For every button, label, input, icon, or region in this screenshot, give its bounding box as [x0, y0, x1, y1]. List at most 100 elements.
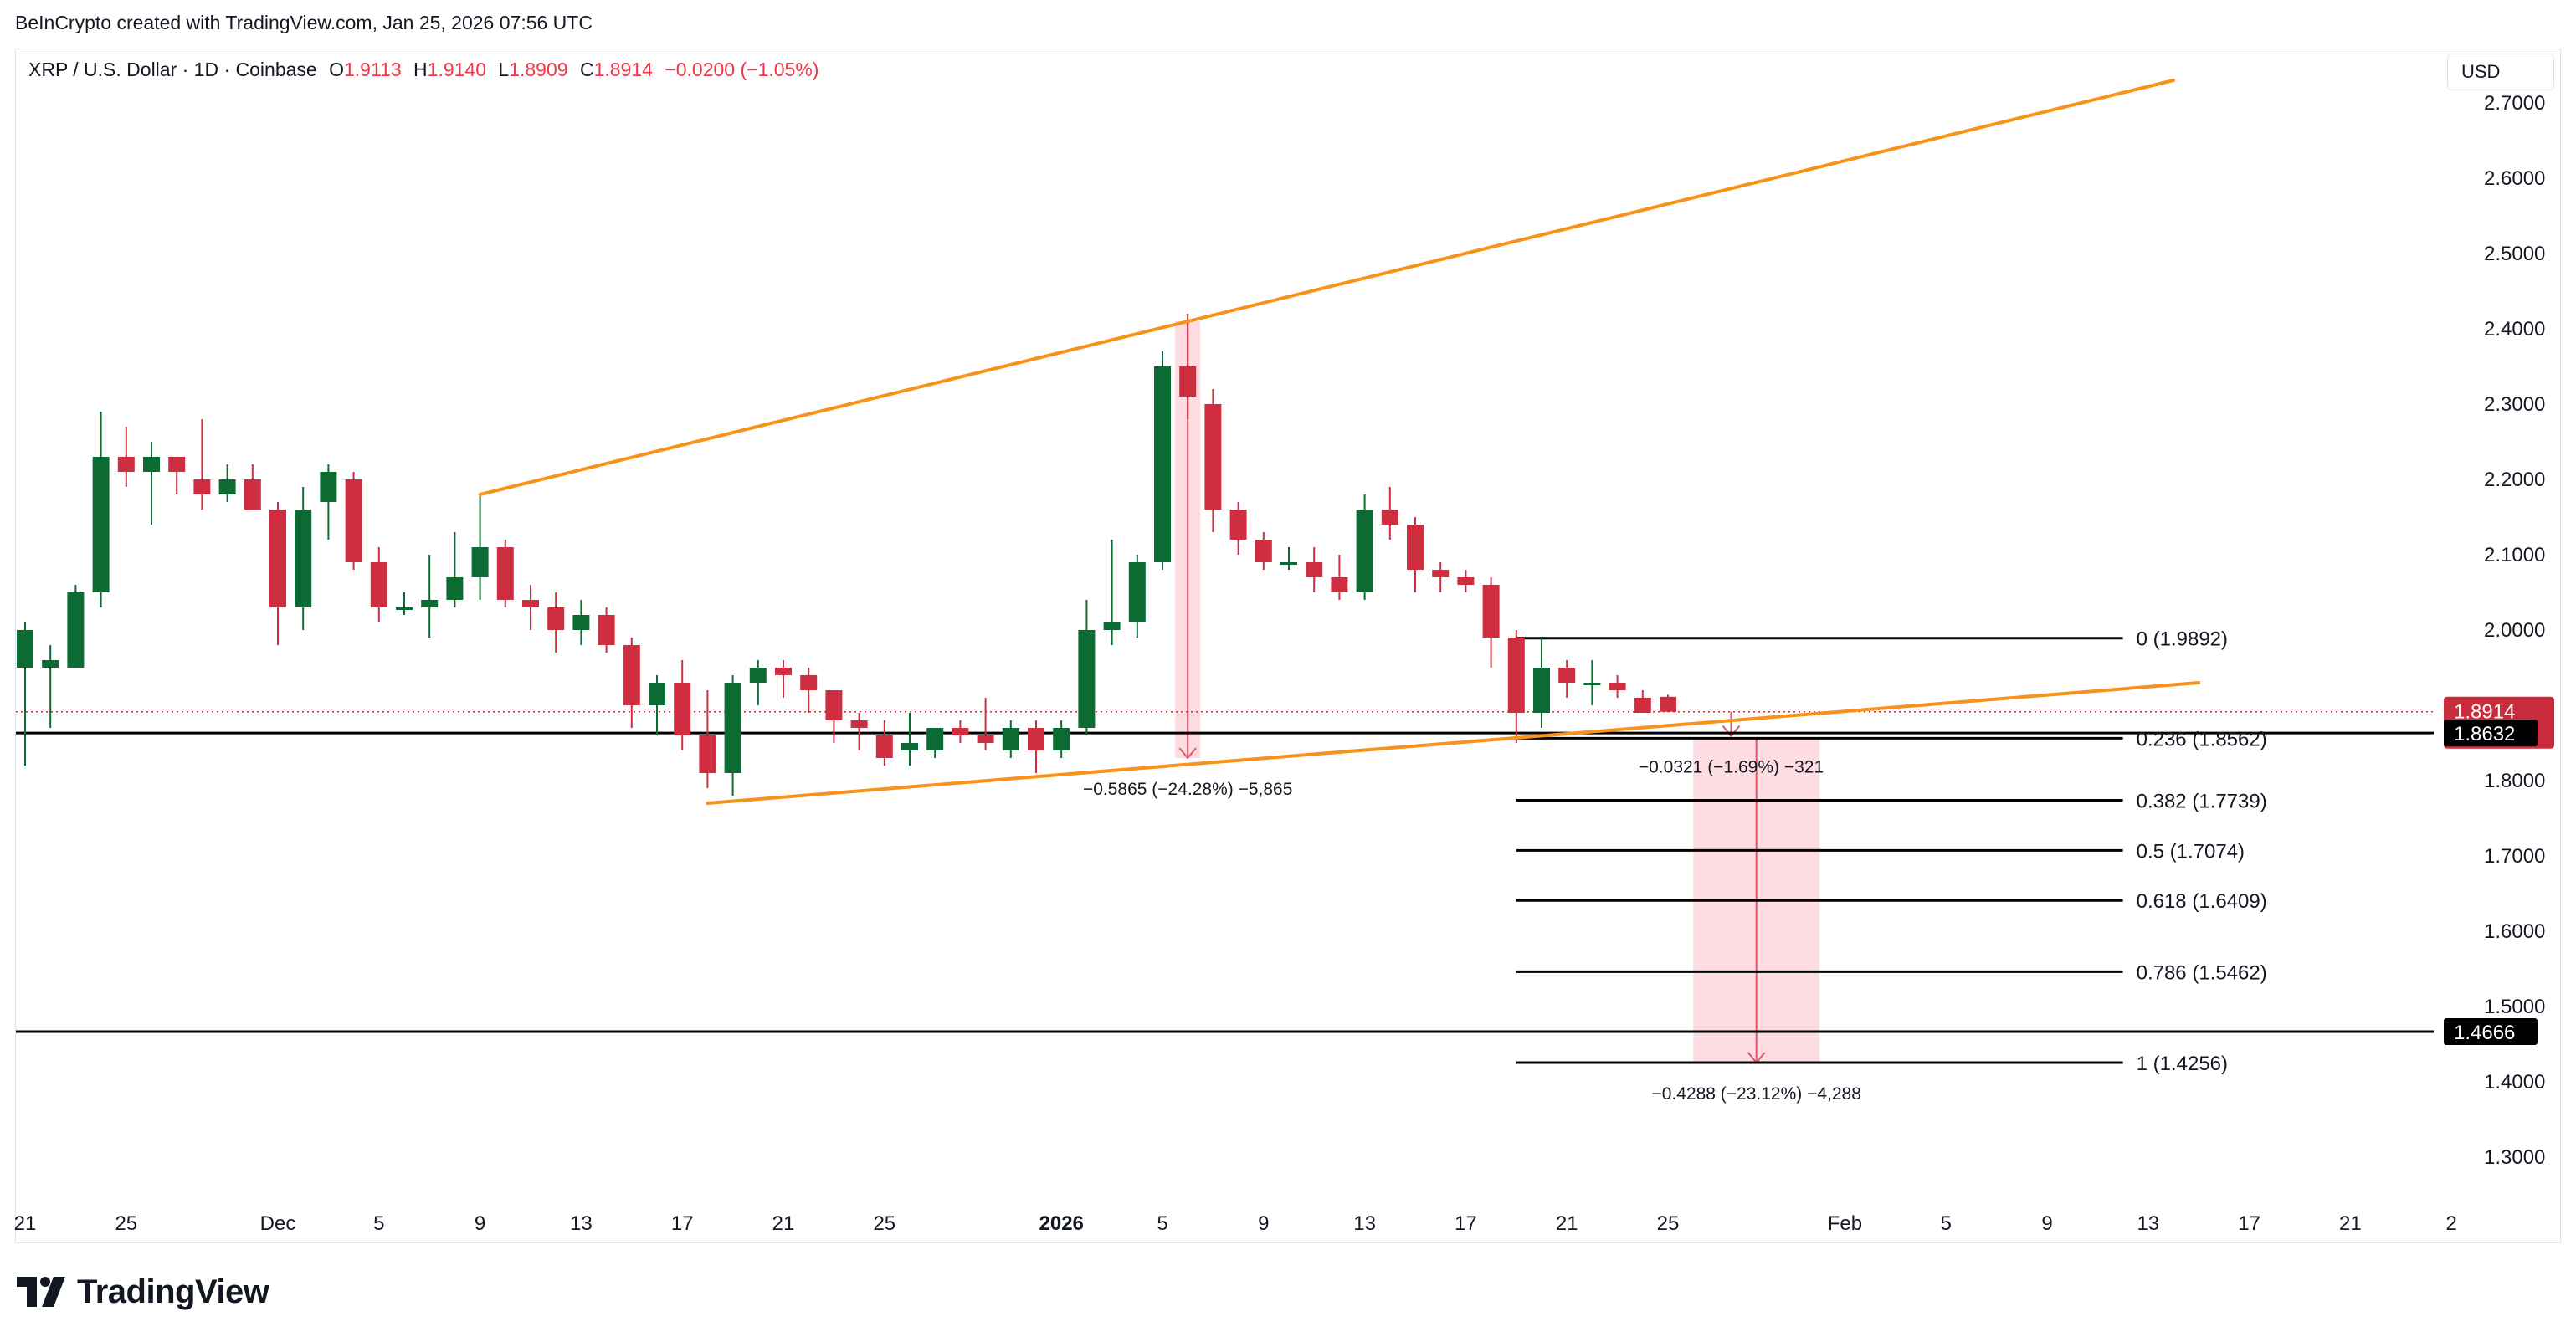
- legend-close: C1.8914: [579, 59, 653, 80]
- candle-body: [42, 660, 59, 668]
- tradingview-logo[interactable]: TradingView: [17, 1272, 269, 1312]
- candle: [1053, 720, 1070, 758]
- candle: [547, 592, 565, 653]
- candle-body: [295, 510, 312, 607]
- candle-body: [1533, 668, 1550, 713]
- candle-body: [875, 735, 893, 758]
- candle-body: [168, 457, 186, 472]
- candle: [952, 720, 969, 743]
- y-axis-tick: 2.1000: [2484, 544, 2545, 566]
- candle: [496, 540, 514, 607]
- candle-body: [623, 645, 640, 705]
- candle-body: [67, 592, 85, 668]
- candle-body: [1356, 510, 1373, 592]
- candle: [446, 532, 464, 607]
- candle: [295, 487, 312, 630]
- candle: [598, 607, 615, 653]
- legend-change: −0.0200 (−1.05%): [665, 59, 819, 80]
- legend-open: O1.9113: [329, 59, 402, 80]
- fib-level-label: 0.236 (1.8562): [2137, 728, 2267, 750]
- fib-level-label: 1 (1.4256): [2137, 1053, 2228, 1075]
- candle: [168, 457, 186, 494]
- candle-body: [926, 728, 944, 750]
- candle-body: [572, 615, 590, 630]
- x-axis-tick: 21: [2339, 1212, 2362, 1235]
- candle-body: [1204, 404, 1222, 510]
- candle: [269, 502, 286, 645]
- trendline-upper: [478, 79, 2175, 496]
- candle: [572, 600, 590, 645]
- candle-body: [749, 668, 767, 683]
- candle-body: [1381, 510, 1398, 525]
- measure-label: −0.5865 (−24.28%) −5,865: [1083, 780, 1292, 799]
- x-axis-tick: 5: [1941, 1212, 1952, 1235]
- x-axis-tick: 9: [1258, 1212, 1269, 1235]
- y-axis-tick: 1.7000: [2484, 845, 2545, 868]
- candle: [1533, 638, 1550, 728]
- candle-body: [1179, 366, 1197, 397]
- tradingview-logo-icon: [17, 1277, 65, 1307]
- candle-body: [496, 547, 514, 600]
- candle-body: [1331, 577, 1348, 592]
- candle: [1583, 660, 1601, 705]
- candle: [92, 412, 110, 607]
- candle-body: [92, 457, 110, 592]
- candle-body: [218, 479, 236, 494]
- y-axis-tick: 2.3000: [2484, 393, 2545, 416]
- x-axis-tick: 5: [1157, 1212, 1167, 1235]
- y-axis-tick: 1.8000: [2484, 770, 2545, 792]
- candle: [117, 427, 135, 487]
- candle: [1204, 389, 1222, 532]
- candle-body: [396, 607, 413, 610]
- candle-body: [1053, 728, 1070, 750]
- x-axis-tick: 25: [1657, 1212, 1680, 1235]
- candle: [977, 698, 994, 750]
- candle: [1507, 630, 1525, 743]
- candle-body: [1229, 510, 1247, 540]
- x-axis-tick: 17: [2238, 1212, 2260, 1235]
- level-price-value: 1.8632: [2454, 723, 2515, 745]
- candle-body: [269, 510, 286, 607]
- candle-body: [1432, 570, 1450, 577]
- candle: [244, 464, 261, 510]
- candle-body: [800, 675, 818, 690]
- candle: [67, 585, 85, 668]
- candle-body: [446, 577, 464, 600]
- y-axis-tick: 1.6000: [2484, 920, 2545, 943]
- candle: [724, 675, 741, 796]
- fib-level-label: 0.5 (1.7074): [2137, 840, 2245, 863]
- tradingview-wordmark: TradingView: [77, 1273, 269, 1310]
- candle-body: [522, 600, 539, 607]
- candle-body: [143, 457, 160, 472]
- measure-label: −0.0321 (−1.69%) −321: [1639, 758, 1824, 777]
- fib-level-label: 0 (1.9892): [2137, 628, 2228, 651]
- y-axis-tick: 1.5000: [2484, 996, 2545, 1018]
- x-axis-tick: 25: [873, 1212, 895, 1235]
- measure-arrowhead: [1178, 747, 1197, 760]
- fib-level-label: 0.786 (1.5462): [2137, 961, 2267, 984]
- level-price-tag: [2444, 720, 2538, 747]
- candle: [143, 442, 160, 525]
- candle: [1128, 555, 1146, 638]
- x-axis-tick: 13: [2137, 1212, 2159, 1235]
- candle-body: [977, 735, 994, 743]
- x-axis-tick: 21: [14, 1212, 37, 1235]
- candle: [1154, 351, 1171, 570]
- candle: [699, 690, 716, 788]
- measure-label: −0.4288 (−23.12%) −4,288: [1651, 1084, 1860, 1104]
- candle-body: [1154, 366, 1171, 562]
- candle: [522, 585, 539, 630]
- candle-body: [850, 720, 868, 728]
- candle-body: [1558, 668, 1576, 683]
- candle-body: [345, 479, 362, 562]
- candle: [1002, 720, 1019, 758]
- candle-body: [825, 690, 843, 720]
- x-axis-tick: 13: [570, 1212, 593, 1235]
- currency-selector[interactable]: USD: [2447, 54, 2554, 90]
- candle: [825, 690, 843, 743]
- symbol-legend: XRP / U.S. Dollar · 1D · Coinbase O1.911…: [28, 59, 818, 81]
- x-axis-tick: 17: [671, 1212, 694, 1235]
- x-axis-tick: 9: [475, 1212, 485, 1235]
- x-axis-tick: 2: [2446, 1212, 2457, 1235]
